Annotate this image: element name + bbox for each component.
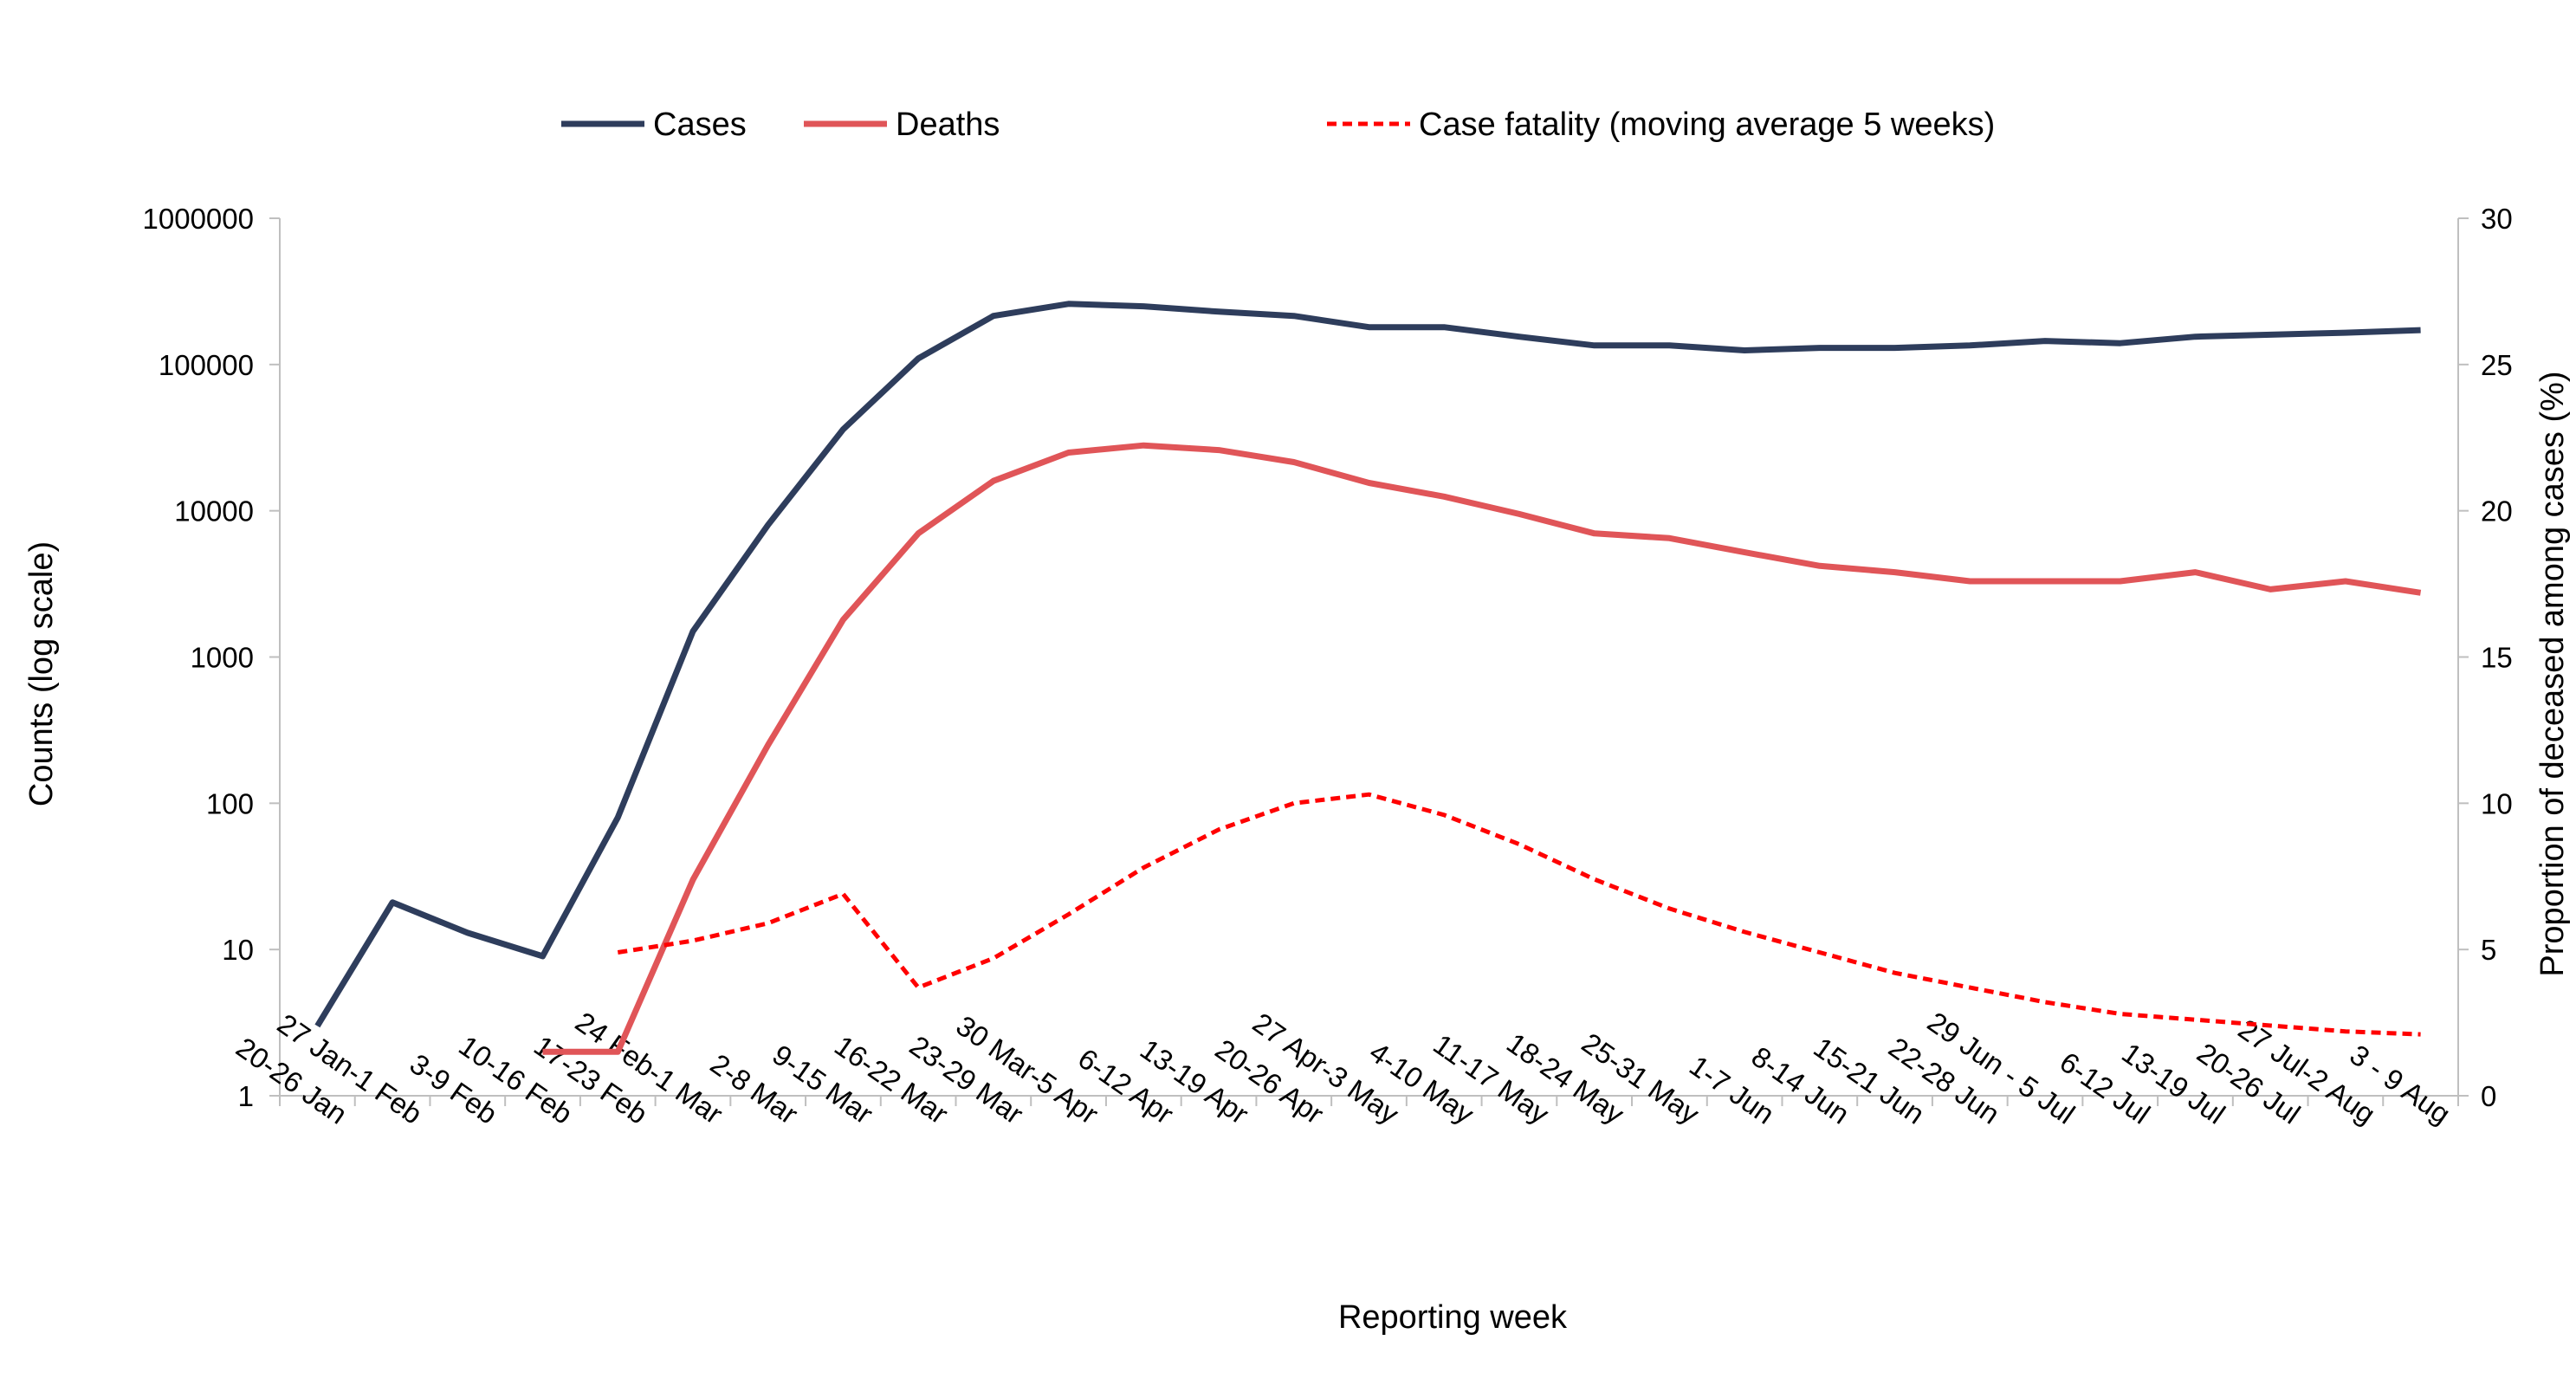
series-line-cases: [317, 304, 2420, 1026]
y-tick-label: 100: [206, 787, 254, 819]
x-axis-title: Reporting week: [1338, 1299, 1568, 1336]
y-tick-label: 100000: [159, 349, 254, 381]
series-line-deaths: [543, 445, 2421, 1052]
y2-tick-label: 20: [2481, 495, 2513, 528]
y-tick-label: 1: [238, 1080, 254, 1112]
y2-tick-label: 30: [2481, 203, 2513, 235]
y2-tick-label: 10: [2481, 787, 2513, 819]
y-tick-label: 1000: [191, 642, 254, 674]
legend-label-cases: Cases: [653, 107, 747, 143]
right-axis-ticks: 0 5 10 15 20 25 30: [2458, 203, 2513, 1112]
y-tick-label: 10000: [174, 495, 254, 528]
y-tick-label: 10: [222, 934, 254, 966]
y2-axis-title: Proportion of deceased among cases (%): [2534, 371, 2571, 976]
axes: [280, 218, 2458, 1096]
y2-tick-label: 15: [2481, 642, 2513, 674]
series-line-case-fatality-moving-average-5-weeks: [618, 794, 2420, 1034]
legend: Cases Deaths Case fatality (moving avera…: [561, 107, 1995, 143]
y-axis-title: Counts (log scale): [23, 541, 60, 806]
legend-label-case-fatality: Case fatality (moving average 5 weeks): [1419, 107, 1995, 143]
series-layer: [317, 304, 2420, 1052]
y2-tick-label: 5: [2481, 934, 2496, 966]
left-axis-ticks: 1 10 100 1000 10000 100000 1000000: [143, 203, 280, 1112]
y-tick-label: 1000000: [143, 203, 254, 235]
y2-tick-label: 25: [2481, 349, 2513, 381]
legend-label-deaths: Deaths: [896, 107, 1000, 143]
y2-tick-label: 0: [2481, 1080, 2496, 1112]
